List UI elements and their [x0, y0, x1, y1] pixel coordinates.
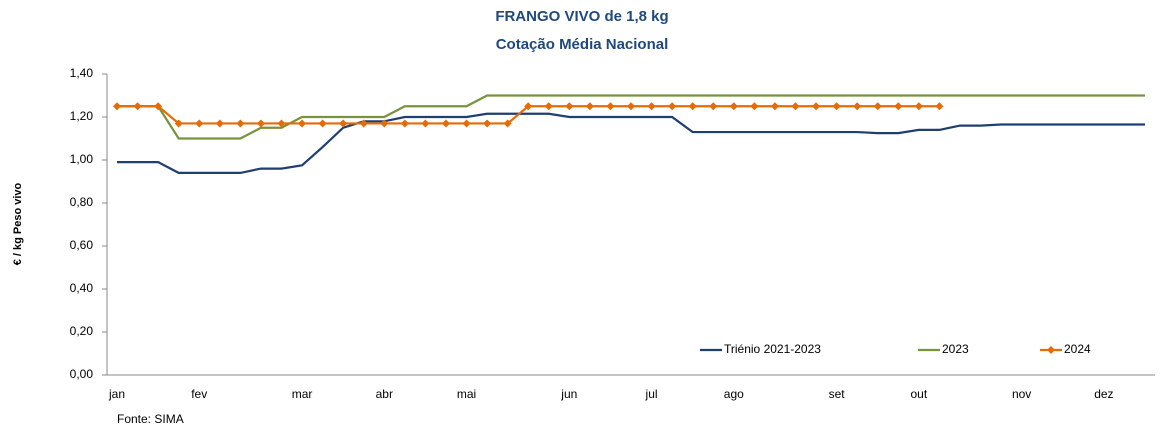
x-tick-label: mar — [292, 387, 313, 401]
point-marker — [421, 119, 430, 128]
x-tick-label: jun — [560, 387, 577, 401]
point-marker — [277, 119, 286, 128]
y-tick-label: 1,20 — [70, 109, 94, 123]
legend-label: 2023 — [942, 342, 969, 356]
x-tick-label: set — [829, 387, 846, 401]
y-tick-label: 0,60 — [70, 238, 94, 252]
point-marker — [688, 102, 697, 111]
point-marker — [318, 119, 327, 128]
x-tick-label: jan — [108, 387, 125, 401]
point-marker — [770, 102, 779, 111]
point-marker — [462, 119, 471, 128]
y-tick-label: 0,40 — [70, 281, 94, 295]
point-marker — [380, 119, 389, 128]
point-marker — [215, 119, 224, 128]
point-marker — [195, 119, 204, 128]
point-marker — [709, 102, 718, 111]
point-marker — [298, 119, 307, 128]
point-marker — [750, 102, 759, 111]
legend-marker — [1047, 346, 1055, 354]
x-tick-label: mai — [457, 387, 476, 401]
y-tick-label: 0,80 — [70, 195, 94, 209]
point-marker — [791, 102, 800, 111]
point-marker — [174, 119, 183, 128]
series-line — [117, 112, 1145, 174]
point-marker — [113, 102, 121, 111]
y-tick-label: 0,00 — [70, 367, 94, 381]
x-tick-label: abr — [376, 387, 393, 401]
point-marker — [935, 102, 944, 111]
point-marker — [503, 119, 512, 128]
point-marker — [400, 119, 409, 128]
y-tick-label: 0,20 — [70, 324, 94, 338]
point-marker — [483, 119, 492, 128]
point-marker — [441, 119, 450, 128]
source-note: Fonte: SIMA — [117, 412, 184, 426]
point-marker — [236, 119, 245, 128]
legend-label: Triénio 2021-2023 — [724, 342, 821, 356]
point-marker — [668, 102, 677, 111]
point-marker — [544, 102, 553, 111]
point-marker — [729, 102, 738, 111]
point-marker — [585, 102, 594, 111]
point-marker — [133, 102, 142, 111]
point-marker — [565, 102, 574, 111]
x-tick-label: jul — [645, 387, 658, 401]
legend-label: 2024 — [1064, 342, 1091, 356]
chart-subtitle: Cotação Média Nacional — [496, 36, 669, 53]
x-tick-label: fev — [191, 387, 207, 401]
point-marker — [647, 102, 656, 111]
point-marker — [606, 102, 615, 111]
y-tick-label: 1,40 — [70, 66, 94, 80]
point-marker — [627, 102, 635, 111]
x-tick-label: nov — [1012, 387, 1031, 401]
y-tick-label: 1,00 — [70, 152, 94, 166]
y-axis-label: € / kg Peso vivo — [12, 182, 24, 265]
point-marker — [894, 102, 903, 111]
x-tick-label: ago — [724, 387, 744, 401]
point-marker — [873, 102, 882, 111]
x-tick-label: out — [910, 387, 927, 401]
point-marker — [853, 102, 862, 111]
chart-title: FRANGO VIVO de 1,8 kg — [495, 8, 668, 25]
x-tick-label: dez — [1094, 387, 1113, 401]
point-marker — [914, 102, 923, 111]
point-marker — [812, 102, 821, 111]
point-marker — [524, 102, 533, 111]
point-marker — [359, 119, 368, 128]
point-marker — [154, 102, 163, 111]
point-marker — [832, 102, 841, 111]
point-marker — [256, 119, 265, 128]
point-marker — [339, 119, 348, 128]
